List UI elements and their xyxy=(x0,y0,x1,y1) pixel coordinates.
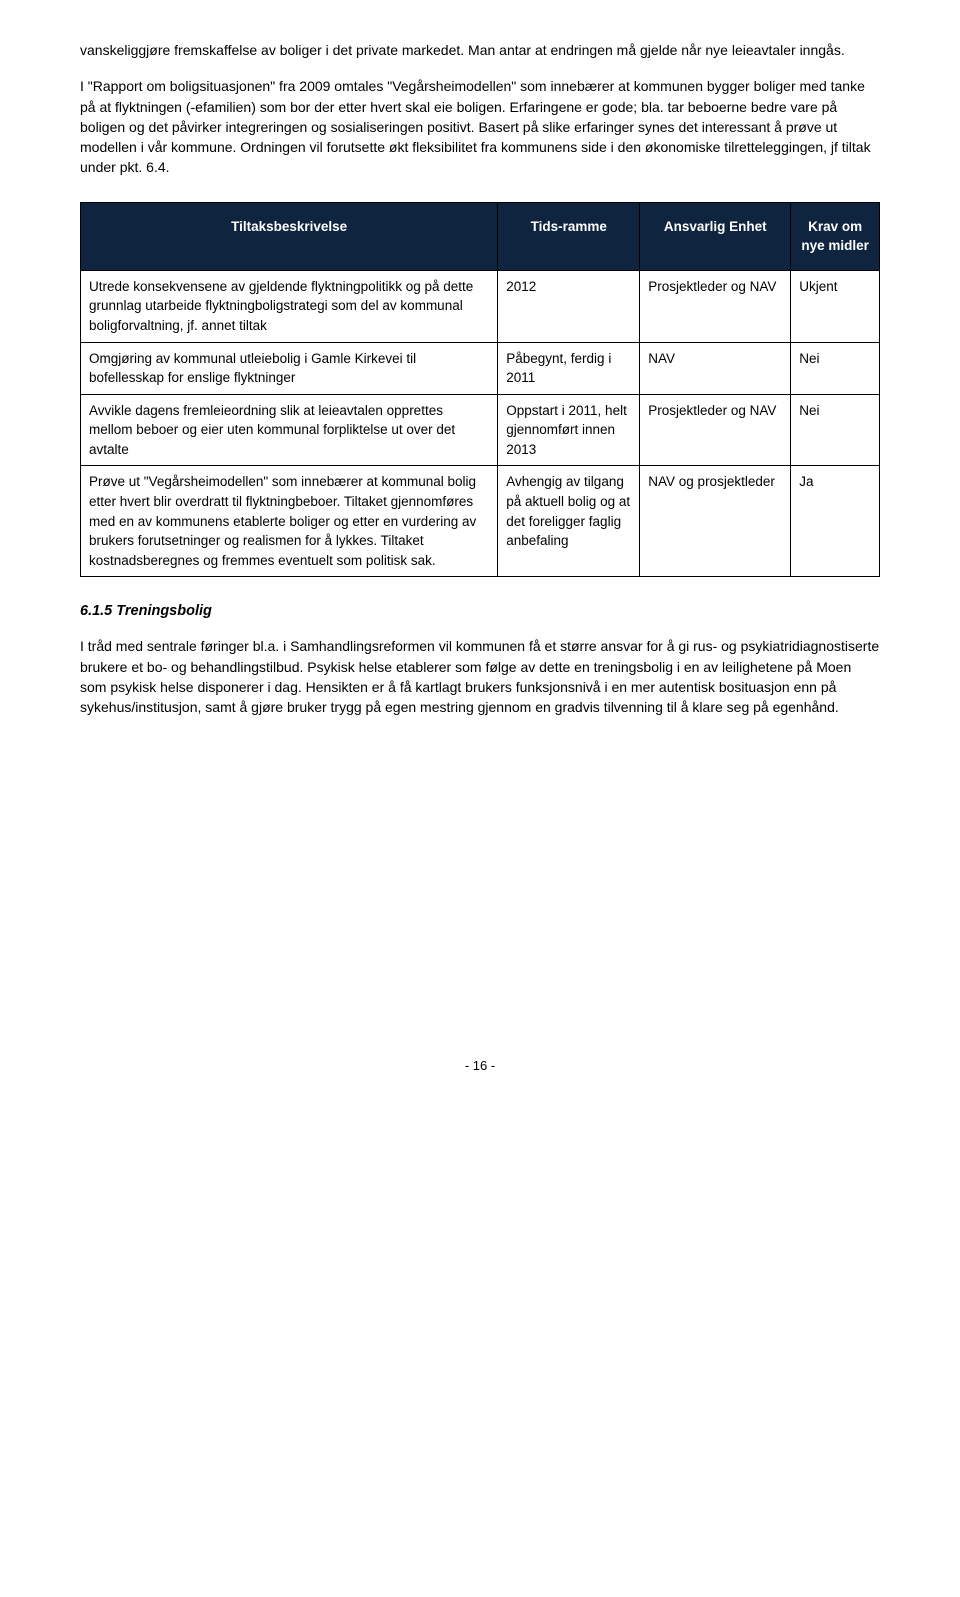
paragraph-2: I "Rapport om boligsituasjonen" fra 2009… xyxy=(80,76,880,177)
cell-tids: 2012 xyxy=(498,270,640,342)
paragraph-1: vanskeliggjøre fremskaffelse av boliger … xyxy=(80,40,880,60)
table-row: Omgjøring av kommunal utleiebolig i Gaml… xyxy=(81,342,880,394)
header-tiltak: Tiltaksbeskrivelse xyxy=(81,202,498,270)
tiltak-table: Tiltaksbeskrivelse Tids-ramme Ansvarlig … xyxy=(80,202,880,577)
section-title: Treningsbolig xyxy=(116,603,212,619)
cell-ansvarlig: Prosjektleder og NAV xyxy=(640,270,791,342)
section-number: 6.1.5 xyxy=(80,603,112,619)
cell-krav: Nei xyxy=(791,394,880,466)
table-row: Utrede konsekvensene av gjeldende flyktn… xyxy=(81,270,880,342)
header-ansvarlig: Ansvarlig Enhet xyxy=(640,202,791,270)
cell-tiltak: Omgjøring av kommunal utleiebolig i Gaml… xyxy=(81,342,498,394)
cell-ansvarlig: NAV og prosjektleder xyxy=(640,466,791,577)
table-row: Prøve ut "Vegårsheimodellen" som innebær… xyxy=(81,466,880,577)
cell-tiltak: Avvikle dagens fremleieordning slik at l… xyxy=(81,394,498,466)
cell-krav: Ukjent xyxy=(791,270,880,342)
section-heading: 6.1.5 Treningsbolig xyxy=(80,601,880,622)
tiltak-table-wrap: Tiltaksbeskrivelse Tids-ramme Ansvarlig … xyxy=(80,202,880,577)
cell-tiltak: Prøve ut "Vegårsheimodellen" som innebær… xyxy=(81,466,498,577)
header-tidsramme: Tids-ramme xyxy=(498,202,640,270)
cell-krav: Nei xyxy=(791,342,880,394)
page-number: - 16 - xyxy=(80,1057,880,1076)
section-body: I tråd med sentrale føringer bl.a. i Sam… xyxy=(80,636,880,717)
table-row: Avvikle dagens fremleieordning slik at l… xyxy=(81,394,880,466)
cell-tids: Påbegynt, ferdig i 2011 xyxy=(498,342,640,394)
table-header-row: Tiltaksbeskrivelse Tids-ramme Ansvarlig … xyxy=(81,202,880,270)
cell-tiltak: Utrede konsekvensene av gjeldende flyktn… xyxy=(81,270,498,342)
cell-tids: Oppstart i 2011, helt gjennomført innen … xyxy=(498,394,640,466)
cell-krav: Ja xyxy=(791,466,880,577)
cell-ansvarlig: NAV xyxy=(640,342,791,394)
header-krav: Krav om nye midler xyxy=(791,202,880,270)
cell-tids: Avhengig av tilgang på aktuell bolig og … xyxy=(498,466,640,577)
cell-ansvarlig: Prosjektleder og NAV xyxy=(640,394,791,466)
